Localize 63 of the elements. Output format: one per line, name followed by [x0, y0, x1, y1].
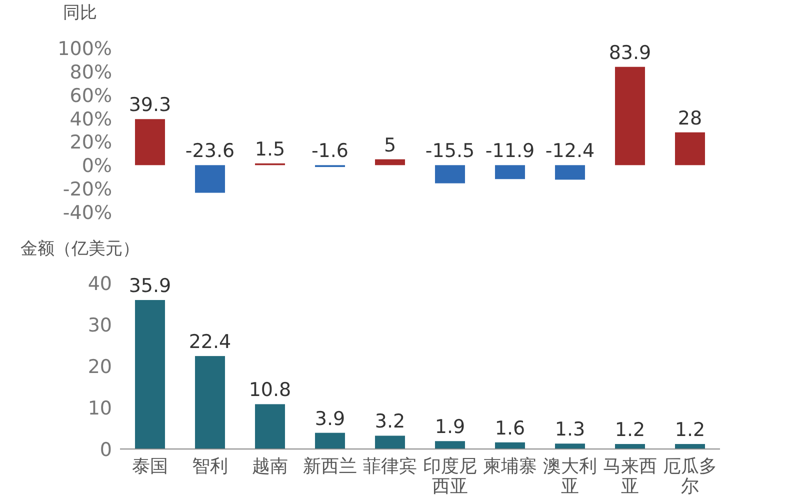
y-tick-label: 20% [70, 132, 112, 154]
data-label: -15.5 [425, 140, 475, 162]
x-tick-label: 菲律宾 [363, 456, 417, 477]
data-label: -12.4 [545, 140, 595, 162]
y-tick-label: 20 [88, 356, 112, 378]
bar [555, 165, 585, 180]
data-label: 35.9 [128, 275, 172, 298]
data-label: 39.3 [128, 94, 172, 116]
bar [615, 66, 645, 166]
bar [135, 119, 165, 166]
y-axis-title: 金额（亿美元） [20, 239, 140, 259]
data-label: -23.6 [185, 140, 235, 162]
x-tick-label: 马来西亚 [603, 456, 657, 497]
data-label: 3.9 [314, 408, 346, 430]
x-tick-label: 厄瓜多尔 [663, 456, 717, 497]
y-axis-title: 同比 [63, 3, 97, 23]
y-tick-label: -40% [62, 202, 112, 224]
data-label: 1.2 [614, 419, 646, 442]
bar [615, 444, 645, 449]
y-tick-label: 40% [70, 108, 112, 130]
y-tick-label: 30 [88, 314, 112, 336]
bar [315, 432, 345, 449]
bar [195, 356, 225, 449]
y-tick-label: 100% [58, 38, 112, 60]
bar [675, 132, 705, 166]
data-label: -11.9 [485, 140, 535, 162]
x-tick-label: 新西兰 [303, 456, 357, 477]
y-tick-label: 10 [88, 398, 112, 420]
data-label: 5 [384, 134, 396, 156]
data-label: 1.2 [674, 419, 706, 442]
y-tick-label: 80% [70, 61, 112, 84]
x-tick-label: 印度尼西亚 [423, 456, 477, 497]
bar [435, 441, 465, 449]
bar [375, 436, 405, 449]
x-tick-label: 澳大利亚 [543, 456, 597, 497]
x-tick-label: 智利 [192, 456, 228, 477]
y-tick-label: 0 [100, 439, 112, 461]
data-label: 1.6 [494, 417, 526, 440]
bar [375, 159, 405, 166]
bar [135, 300, 165, 449]
x-tick-label: 柬埔寨 [483, 456, 537, 477]
bar [495, 165, 525, 180]
x-tick-label: 泰国 [132, 456, 168, 477]
y-tick-label: 40 [88, 273, 112, 295]
y-tick-label: 60% [70, 84, 112, 107]
bar [555, 444, 585, 449]
bar [195, 165, 225, 193]
data-label: 3.2 [374, 410, 406, 433]
data-label: 10.8 [248, 379, 292, 402]
data-label: 22.4 [188, 331, 232, 354]
y-tick-label: -20% [62, 178, 112, 201]
data-label: 83.9 [608, 42, 652, 64]
data-label: 28 [678, 107, 702, 130]
bar [495, 442, 525, 449]
data-label: -1.6 [311, 140, 349, 162]
y-tick-label: 0% [82, 155, 112, 178]
data-label: 1.3 [554, 418, 586, 441]
bar [255, 404, 285, 449]
data-label: 1.5 [254, 138, 286, 160]
bar [675, 444, 705, 449]
x-tick-label: 越南 [252, 456, 288, 477]
bar [435, 165, 465, 184]
data-label: 1.9 [434, 416, 466, 438]
